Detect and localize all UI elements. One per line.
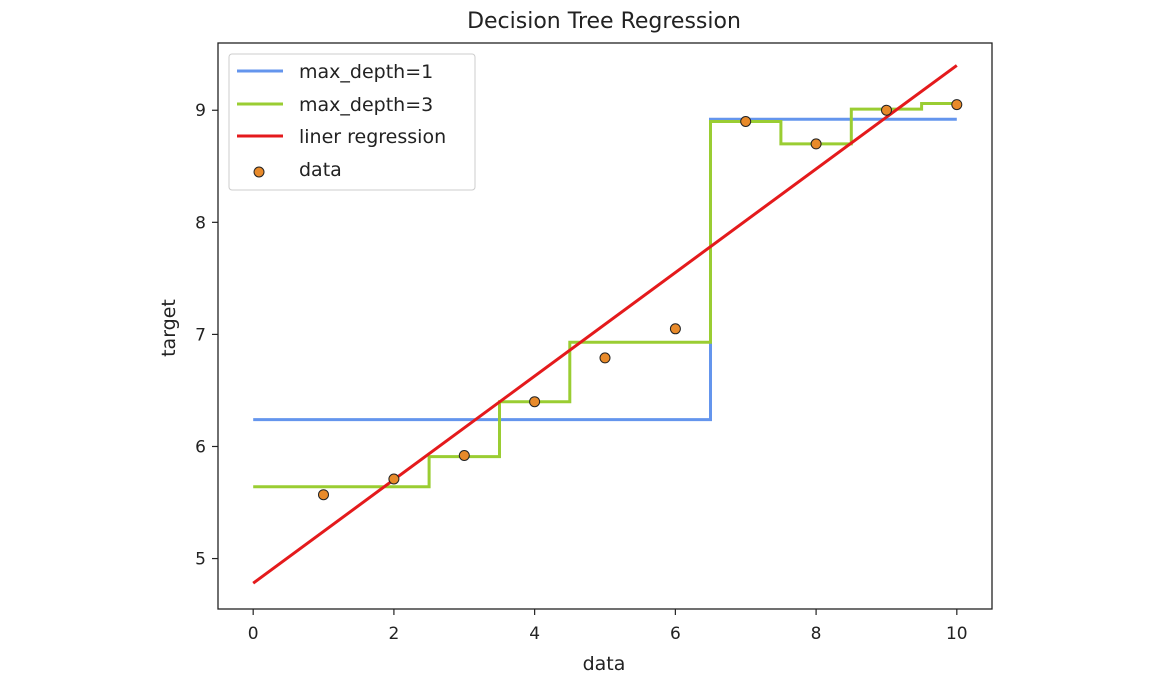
legend-marker-data — [253, 166, 265, 178]
plot-area — [252, 64, 963, 585]
legend: max_depth=1 max_depth=3 liner regression… — [228, 53, 476, 191]
y-axis-ticks: 5 6 7 8 9 — [195, 101, 218, 570]
data-point — [388, 473, 400, 485]
axes-frame — [217, 42, 993, 610]
x-tick-label: 10 — [946, 624, 968, 644]
y-tick-label: 6 — [195, 437, 206, 457]
y-axis-label: target — [158, 299, 180, 357]
x-tick-label: 8 — [811, 624, 822, 644]
legend-label-linear-regression: liner regression — [299, 126, 446, 148]
data-point — [669, 323, 681, 335]
data-point — [529, 396, 541, 408]
y-tick-label: 5 — [195, 550, 206, 570]
data-point — [599, 352, 611, 364]
chart-title: Decision Tree Regression — [467, 9, 741, 34]
x-axis-label: data — [583, 653, 626, 675]
legend-label-max-depth-1: max_depth=1 — [299, 61, 433, 83]
data-point — [740, 116, 752, 127]
x-tick-label: 6 — [670, 624, 681, 644]
x-tick-label: 0 — [248, 624, 259, 644]
y-tick-label: 9 — [195, 101, 206, 121]
series-line-liner-regression — [252, 64, 958, 585]
y-tick-label: 8 — [195, 213, 206, 233]
data-point — [881, 104, 892, 116]
data-point — [951, 99, 963, 111]
data-point — [318, 489, 329, 501]
y-tick-label: 7 — [195, 325, 206, 345]
x-axis-ticks: 0 2 4 6 8 10 — [248, 609, 968, 644]
data-point — [810, 138, 822, 150]
data-point — [458, 450, 470, 461]
x-tick-label: 4 — [529, 624, 540, 644]
legend-label-data: data — [299, 159, 342, 181]
legend-box — [228, 53, 476, 191]
legend-label-max-depth-3: max_depth=3 — [299, 94, 433, 116]
x-tick-label: 2 — [388, 624, 399, 644]
